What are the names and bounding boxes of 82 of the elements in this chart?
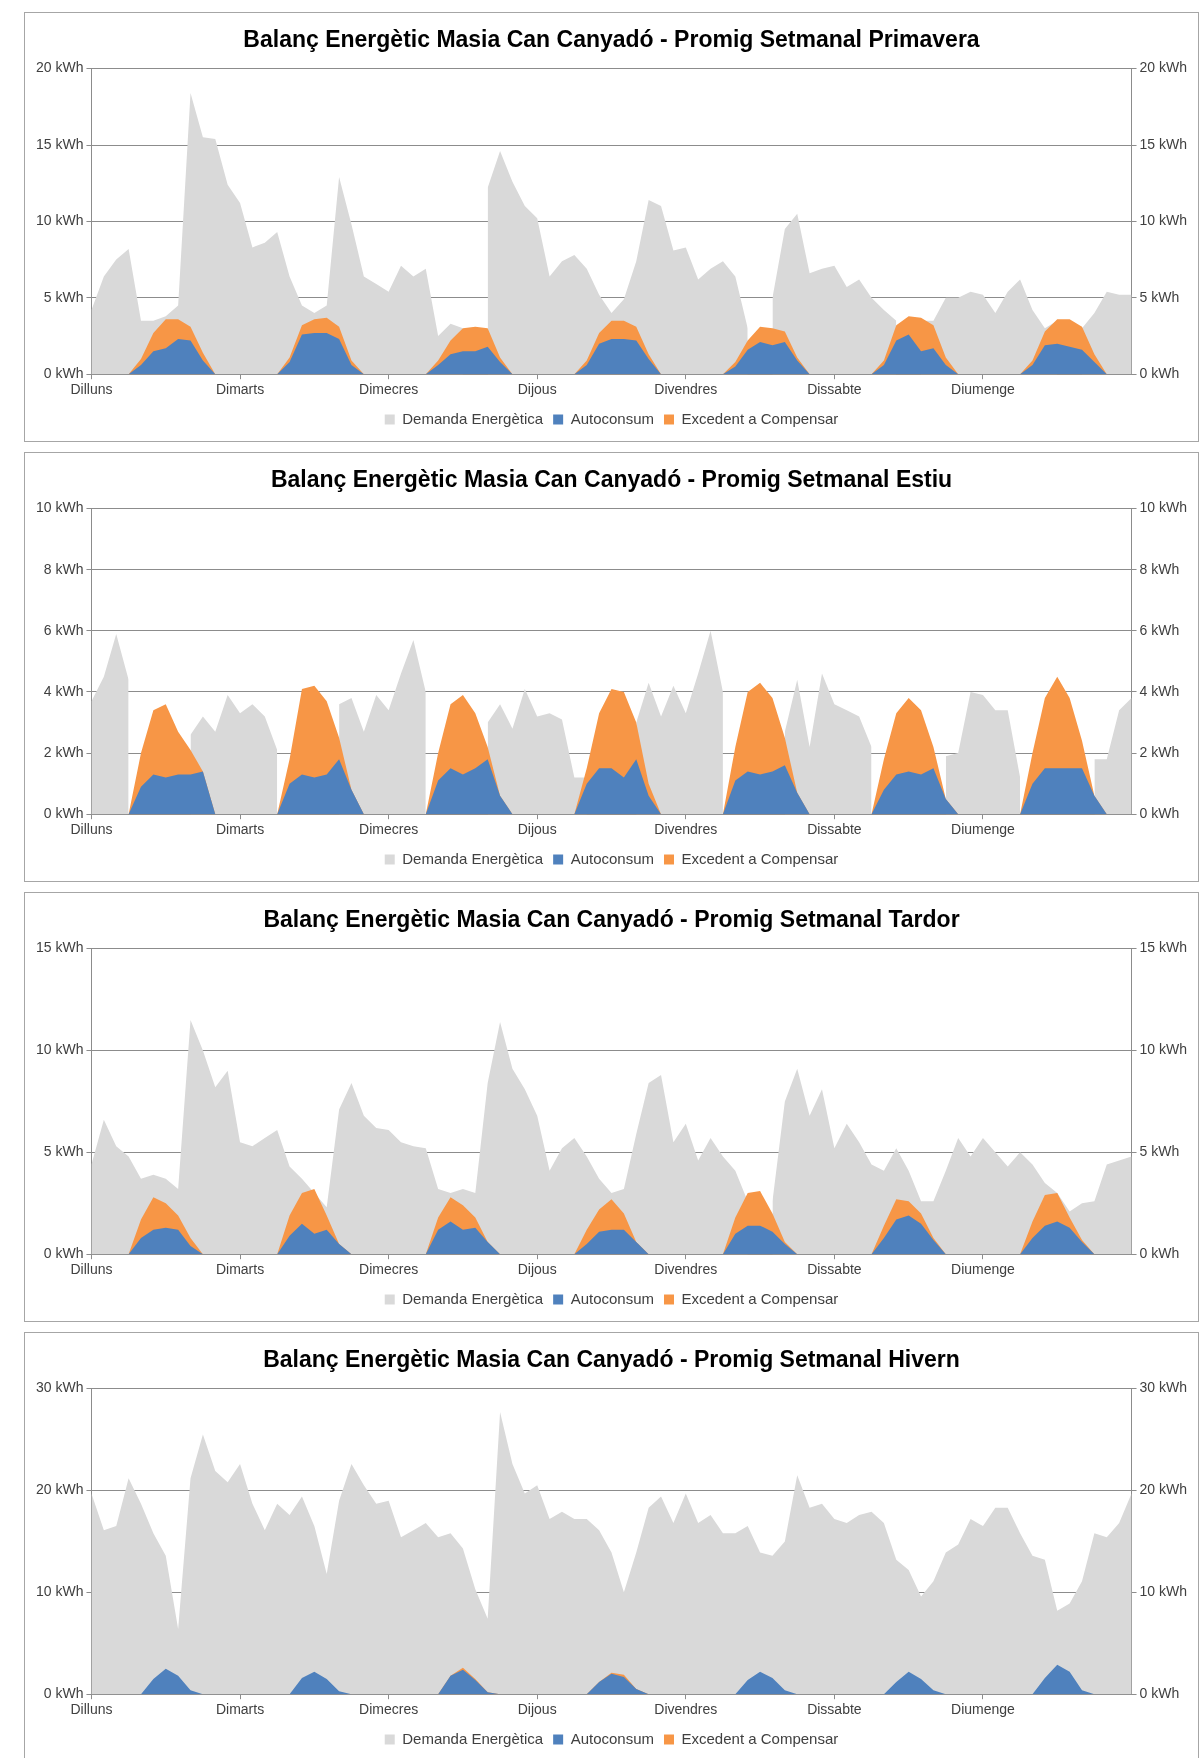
x-tick-label: Dissabte [807,821,862,838]
y2-tick-label: 15 kWh [1139,939,1188,956]
x-tick-label: Dimecres [359,821,419,838]
y2-tick-label: 0 kWh [1139,365,1180,382]
y2-tick-label: 5 kWh [1139,288,1180,305]
legend-label: Demanda Energètica [402,1289,544,1307]
x-tick-label: Dilluns [70,381,113,398]
y2-tick-label: 15 kWh [1139,135,1188,152]
y-tick-label: 6 kWh [43,621,84,638]
x-tick-label: Diumenge [951,1701,1016,1718]
y-tick-label: 5 kWh [43,1143,84,1160]
x-tick-label: Diumenge [951,381,1016,398]
y-tick-label: 10 kWh [35,1041,84,1058]
y2-tick-label: 30 kWh [1139,1379,1188,1396]
x-tick-label: Dimecres [359,381,419,398]
x-tick-label: Dimarts [215,1701,265,1718]
y2-tick-label: 10 kWh [1139,1583,1188,1600]
y2-tick-label: 5 kWh [1139,1143,1180,1160]
x-tick-label: Dimarts [215,1261,265,1278]
x-tick-label: Dimarts [215,381,265,398]
chart-title: Balanç Energètic Masia Can Canyadó - Promig Setmanal Hivern [263,1346,960,1373]
x-tick-label: Dijous [517,821,557,838]
chart-title: Balanç Energètic Masia Can Canyadó - Promig Setmanal Primavera [243,26,980,53]
x-tick-label: Dijous [517,1701,557,1718]
legend-label: Excedent a Compensar [681,1289,839,1307]
x-tick-label: Divendres [654,821,718,838]
x-tick-label: Dilluns [70,1261,113,1278]
x-tick-label: Dimecres [359,1261,419,1278]
x-tick-label: Dissabte [807,1261,862,1278]
y-tick-label: 10 kWh [35,499,84,516]
chart-title: Balanç Energètic Masia Can Canyadó - Promig Setmanal Estiu [270,466,953,493]
x-tick-label: Divendres [654,381,718,398]
y-tick-label: 5 kWh [43,288,84,305]
y2-tick-label: 0 kWh [1139,1245,1180,1262]
y-tick-label: 15 kWh [35,939,84,956]
legend-label: Autoconsum [570,849,655,867]
y2-tick-label: 0 kWh [1139,805,1180,822]
legend-label: Autoconsum [570,1729,655,1747]
y-tick-label: 20 kWh [35,59,84,76]
y-tick-label: 0 kWh [43,805,84,822]
legend-label: Demanda Energètica [402,409,544,427]
legend-label: Autoconsum [570,1289,655,1307]
x-tick-label: Divendres [654,1261,718,1278]
x-tick-label: Dimarts [215,821,265,838]
legend-label: Excedent a Compensar [681,1729,839,1747]
y-tick-label: 2 kWh [43,743,84,760]
y-tick-label: 0 kWh [43,1245,84,1262]
x-tick-label: Dissabte [807,381,862,398]
y-tick-label: 0 kWh [43,365,84,382]
x-tick-label: Diumenge [951,821,1016,838]
y-tick-label: 10 kWh [35,1583,84,1600]
x-tick-label: Dilluns [70,1701,113,1718]
y2-tick-label: 10 kWh [1139,212,1188,229]
x-tick-label: Dijous [517,1261,557,1278]
y2-tick-label: 2 kWh [1139,743,1180,760]
y-tick-label: 10 kWh [35,212,84,229]
x-tick-label: Dilluns [70,821,113,838]
legend-label: Excedent a Compensar [681,409,839,427]
legend-label: Demanda Energètica [402,1729,544,1747]
y2-tick-label: 0 kWh [1139,1685,1180,1702]
y2-tick-label: 4 kWh [1139,682,1180,699]
y-tick-label: 0 kWh [43,1685,84,1702]
x-tick-label: Diumenge [951,1261,1016,1278]
y2-tick-label: 10 kWh [1139,499,1188,516]
y-tick-label: 30 kWh [35,1379,84,1396]
legend-label: Autoconsum [570,409,655,427]
x-tick-label: Dissabte [807,1701,862,1718]
y-tick-label: 20 kWh [35,1481,84,1498]
y2-tick-label: 6 kWh [1139,621,1180,638]
y-tick-label: 8 kWh [43,560,84,577]
y2-tick-label: 20 kWh [1139,59,1188,76]
legend-label: Demanda Energètica [402,849,544,867]
y-tick-label: 4 kWh [43,682,84,699]
y2-tick-label: 20 kWh [1139,1481,1188,1498]
x-tick-label: Dijous [517,381,557,398]
chart-title: Balanç Energètic Masia Can Canyadó - Promig Setmanal Tardor [263,906,960,933]
y2-tick-label: 10 kWh [1139,1041,1188,1058]
y-tick-label: 15 kWh [35,135,84,152]
x-tick-label: Divendres [654,1701,718,1718]
y2-tick-label: 8 kWh [1139,560,1180,577]
legend-label: Excedent a Compensar [681,849,839,867]
x-tick-label: Dimecres [359,1701,419,1718]
